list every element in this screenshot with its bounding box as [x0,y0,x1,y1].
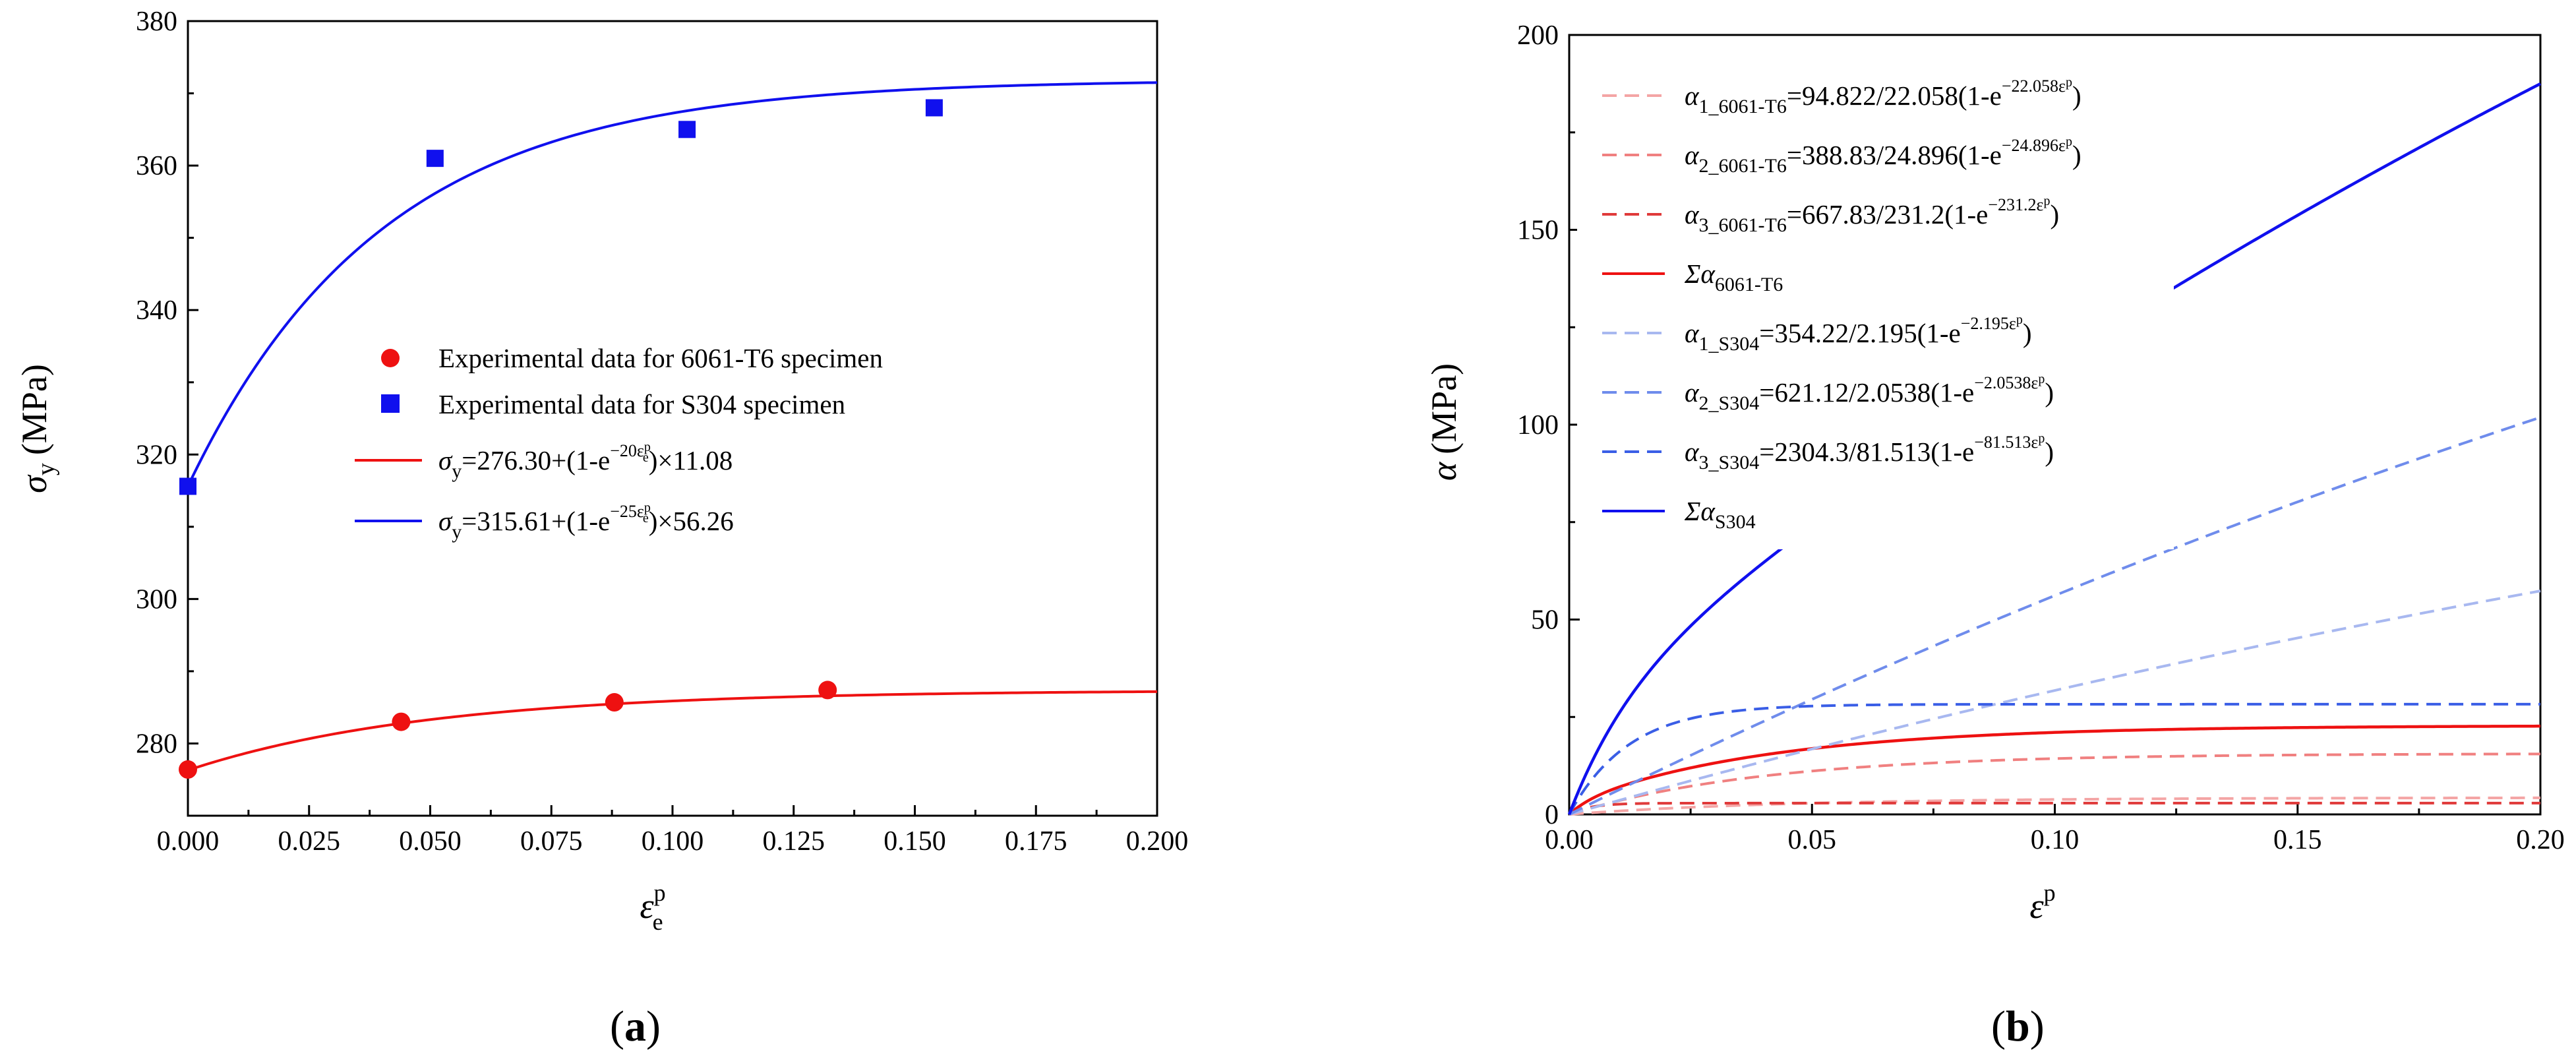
panel-b-series-line-2 [1569,801,2540,816]
panel-b-chart: 0.00 0.05 0.10 0.15 0.20 0 50 100 150 200 α1_6061… [1424,20,2565,1050]
panel-a-x-tick-label: 0.125 [763,826,825,857]
panel-b-y-tick-label: 0 [1545,800,1559,830]
panel-b-x-tick-label: 0.05 [1788,825,1837,855]
legend-label-6061-t6-fit: σy=276.30+(1-e−20εp e)×11.08 [438,440,733,482]
panel-a-y-tick-label: 340 [136,295,177,326]
panel-b-series [1567,82,2542,816]
panel-b-x-tick-label: 0.20 [2516,825,2565,855]
panel-b-series-line-6 [1568,702,2540,815]
panel-a-label: (a) [610,1002,661,1050]
panel-b-legend-label-7: ΣαS304 [1684,496,1756,533]
panel-b-legend-label-1: α2_6061-T6=388.83/24.896(1-e−24.896εp) [1685,135,2082,177]
panel-b-legend-label-0: α1_6061-T6=94.822/22.058(1-e−22.058εp) [1685,75,2082,117]
legend-label-s304-fit: σy=315.61+(1-e−25εp e)×56.26 [438,501,734,543]
panel-b-series-line-3 [1568,724,2541,816]
panel-a-ticks: 0.000 0.025 0.050 0.075 0.100 0.125 0.150 0.175… [136,7,1188,857]
panel-b-y-tick-label: 150 [1517,216,1559,246]
panel-b-y-tick-label: 100 [1517,410,1559,440]
panel-a-point-s304 [925,99,943,117]
panel-b-x-tick-label: 0.00 [1545,825,1594,855]
panel-a-point-6061-t6 [179,760,197,779]
panel-a-x-tick-label: 0.025 [278,826,341,857]
legend-label-6061-t6-points: Experimental data for 6061-T6 specimen [438,343,883,373]
panel-a-x-tick-label: 0.200 [1126,826,1189,857]
panel-b-series-line-4 [1569,590,2541,816]
panel-b-x-tick-label: 0.10 [2031,825,2080,855]
panel-b-legend-label-3: Σα6061-T6 [1684,258,1783,295]
panel-a-chart: 0.000 0.025 0.050 0.075 0.100 0.125 0.150 0.175… [15,7,1188,1050]
panel-a-x-axis-title: εp e [640,880,665,935]
panel-a-fit-line-3 [187,81,1158,487]
panel-b-y-tick-label: 200 [1517,20,1559,51]
panel-a-point-s304 [426,150,444,167]
panel-a-x-tick-label: 0.150 [884,826,946,857]
panel-a-y-tick-label: 320 [136,440,177,470]
panel-b-x-axis-title: εp [2029,880,2055,926]
panel-b-legend-label-5: α2_S304=621.12/2.0538(1-e−2.0538εp) [1685,372,2054,414]
panel-a-x-tick-label: 0.175 [1005,826,1067,857]
panel-a-point-6061-t6 [392,712,411,731]
panel-a-y-axis-title: σy(MPa) [15,364,60,493]
panel-b-legend-label-2: α3_6061-T6=667.83/231.2(1-e−231.2εp) [1685,194,2059,236]
panel-a-x-tick-label: 0.100 [642,826,704,857]
panel-a-y-tick-label: 280 [136,729,177,759]
panel-a-point-6061-t6 [818,681,837,700]
panel-a-x-tick-label: 0.000 [157,826,220,857]
panel-a-legend: Experimental data for 6061-T6 specimen E… [355,343,883,543]
panel-b-legend-background [1577,58,2174,549]
legend-marker-6061-t6-points [381,349,400,367]
panel-b-y-axis-title: α(MPa) [1424,363,1464,481]
panel-a-point-6061-t6 [605,693,624,712]
legend-label-s304-points: Experimental data for S304 specimen [438,389,845,419]
panel-b-label: (b) [1991,1002,2045,1050]
panel-b-series-line-5 [1569,416,2541,816]
panel-b-ticks: 0.00 0.05 0.10 0.15 0.20 0 50 100 150 200 [1517,20,2565,855]
panel-b-y-tick-label: 50 [1531,605,1559,636]
panel-b-legend-label-6: α3_S304=2304.3/81.513(1-e−81.513εp) [1685,431,2054,473]
panel-a-x-tick-label: 0.075 [520,826,583,857]
panel-a-y-tick-label: 300 [136,584,177,615]
panel-a-fit-line-2 [187,690,1158,772]
panel-b-legend-label-4: α1_S304=354.22/2.195(1-e−2.195εp) [1685,313,2032,355]
panel-b-legend: α1_6061-T6=94.822/22.058(1-e−22.058εp) α2… [1602,75,2082,533]
panel-a-y-tick-label: 360 [136,151,177,181]
panel-a-point-s304 [678,121,696,138]
panel-a-series [179,81,1158,779]
panel-a-y-tick-label: 380 [136,7,177,37]
panel-b-series-line-0 [1569,796,2541,816]
legend-marker-s304-points [381,394,400,413]
panel-b-series-line-1 [1569,752,2541,816]
panel-a-point-s304 [179,477,196,495]
panel-b-x-tick-label: 0.15 [2273,825,2322,855]
panel-a-x-tick-label: 0.050 [399,826,462,857]
